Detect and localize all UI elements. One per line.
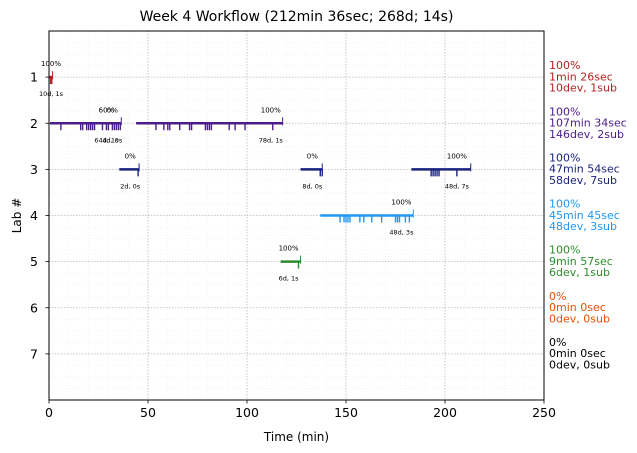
x-tick-label: 0 [45,405,53,420]
lab-1-count-label: 10d, 1s [39,90,64,98]
x-axis-label: Time (min) [263,430,329,444]
y-tick-label: 6 [30,300,38,315]
y-tick-label: 3 [30,162,38,177]
lab-2-percent-label: 100% [261,106,281,114]
axis-ticks: 0 50 100 150 200 250 1 2 3 4 5 6 7 [30,70,556,420]
lab-5-summary-line: 9min 57sec [549,255,613,268]
lab-2-count-label: 78d, 1s [259,136,284,144]
lab-3-percent-label: 0% [125,152,136,160]
lab-4-summary-line: 45min 45sec [549,209,620,222]
lab-7-summary-line: 0dev, 0sub [549,358,610,371]
lab-3-percent-label: 0% [307,152,318,160]
lab-2-percent-label: 60% [99,106,115,114]
lab-4-percent-label: 100% [391,199,411,207]
lab-5-summary-line: 100% [549,244,580,257]
lab-7-summary-line: 0min 0sec [549,347,606,360]
lab-5-percent-label: 100% [279,245,299,253]
lab-1-summary-line: 10dev, 1sub [549,82,617,95]
lab-5-summary-line: 6dev, 1sub [549,266,610,279]
lab-2-count-label: 4d, 0s [102,136,123,144]
y-tick-label: 1 [30,70,38,85]
lab-2-percent-label: 0% [107,106,118,114]
y-tick-label: 4 [30,208,38,223]
lab-6-summary-line: 0% [549,290,566,303]
y-axis-label: Lab # [10,198,24,234]
lab-2-lane: 60% 64d, 1s 0% 4d, 0s 100% 78d, 1s [49,106,284,144]
lab-4-lane: 100% 48d, 3s [320,199,414,237]
lab-3-lane: 0% 2d, 0s 0% 8d, 0s 100% 48d, 7s [119,152,472,190]
lab-3-summary-line: 100% [549,151,580,164]
lab-6-summary-line: 0dev, 0sub [549,312,610,325]
grid [49,31,544,400]
x-tick-label: 150 [334,405,358,420]
lab-2-summary-line: 100% [549,105,580,118]
x-tick-label: 250 [532,405,556,420]
y-tick-label: 7 [30,346,38,361]
lab-2-count-label: 64d, 1s [94,136,119,144]
lab-4-summary-line: 48dev, 3sub [549,220,617,233]
lab-2-summary-line: 146dev, 2sub [549,128,624,141]
lab-3-count-label: 48d, 7s [445,182,470,190]
x-tick-label: 100 [235,405,259,420]
y-tick-label: 5 [30,254,38,269]
lab-5-lane: 100% 6d, 1s [279,245,301,283]
x-tick-label: 200 [433,405,457,420]
lab-7-summary-line: 0% [549,336,566,349]
y-tick-label: 2 [30,116,38,131]
lab-2-summary-line: 107min 34sec [549,117,627,130]
lab-3-summary-line: 47min 54sec [549,163,620,176]
x-tick-label: 50 [140,405,156,420]
lab-1-percent-label: 100% [41,60,61,68]
lab-1-summary-line: 100% [549,59,580,72]
lab-1-summary-line: 1min 26sec [549,70,613,83]
lab-1-lane: 100% 10d, 1s [39,60,64,98]
lab-6-summary-line: 0min 0sec [549,301,606,314]
lab-3-count-label: 2d, 0s [120,182,141,190]
lab-3-count-label: 8d, 0s [302,182,323,190]
lab-5-count-label: 6d, 1s [279,275,300,283]
lab-3-percent-label: 100% [447,152,467,160]
chart-title: Week 4 Workflow (212min 36sec; 268d; 14s… [140,9,454,25]
lab-4-count-label: 48d, 3s [389,229,414,237]
lab-4-summary-line: 100% [549,198,580,211]
lab-3-summary-line: 58dev, 7sub [549,174,617,187]
